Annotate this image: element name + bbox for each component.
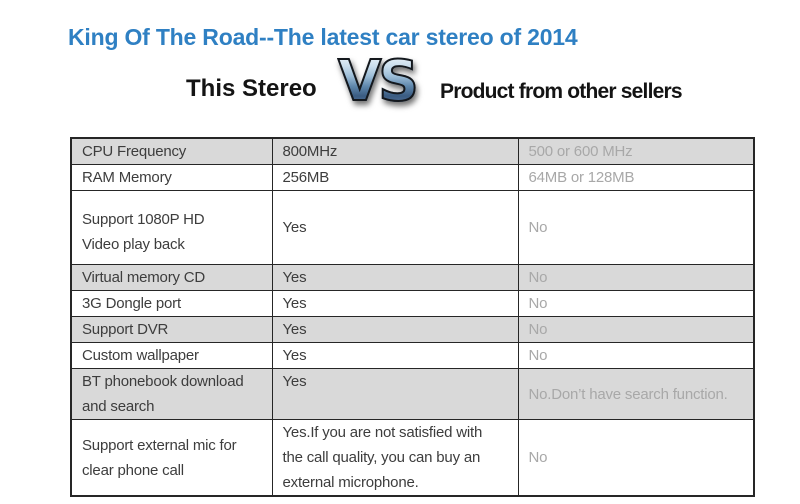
feature-cell: 3G Dongle port <box>70 290 273 317</box>
other-sellers-cell: No <box>517 190 755 265</box>
this-stereo-cell: 256MB <box>271 164 519 191</box>
feature-cell: Support DVR <box>70 316 273 343</box>
table-row: CPU Frequency 800MHz 500 or 600 MHz <box>70 137 755 165</box>
table-row: Support 1080P HD Video play back Yes No <box>70 190 755 265</box>
this-stereo-cell: Yes <box>271 316 519 343</box>
table-row: 3G Dongle port Yes No <box>70 290 755 317</box>
table-row: RAM Memory 256MB 64MB or 128MB <box>70 164 755 191</box>
table-row: Support DVR Yes No <box>70 316 755 343</box>
this-stereo-label: This Stereo <box>186 75 317 102</box>
table-row: Support external mic for clear phone cal… <box>70 419 755 497</box>
this-stereo-cell: Yes <box>271 368 519 420</box>
page-title: King Of The Road--The latest car stereo … <box>68 24 578 50</box>
other-sellers-cell: 64MB or 128MB <box>517 164 755 191</box>
other-sellers-label: Product from other sellers <box>440 80 683 103</box>
other-sellers-cell: No <box>517 264 755 291</box>
feature-cell: Custom wallpaper <box>70 342 273 369</box>
comparison-table: CPU Frequency 800MHz 500 or 600 MHz RAM … <box>70 137 755 497</box>
this-stereo-cell: Yes <box>271 290 519 317</box>
other-sellers-cell: 500 or 600 MHz <box>517 137 755 165</box>
table-row: BT phonebook download and search Yes No.… <box>70 368 755 420</box>
this-stereo-cell: Yes.If you are not satisfied with the ca… <box>271 419 519 497</box>
feature-cell: BT phonebook download and search <box>70 368 273 420</box>
this-stereo-cell: Yes <box>271 190 519 265</box>
this-stereo-cell: Yes <box>271 264 519 291</box>
feature-cell: Support 1080P HD Video play back <box>70 190 273 265</box>
feature-cell: CPU Frequency <box>70 137 273 165</box>
feature-cell: RAM Memory <box>70 164 273 191</box>
other-sellers-cell: No <box>517 342 755 369</box>
other-sellers-cell: No <box>517 419 755 497</box>
other-sellers-cell: No <box>517 290 755 317</box>
this-stereo-cell: 800MHz <box>271 137 519 165</box>
other-sellers-cell: No.Don’t have search function. <box>517 368 755 420</box>
this-stereo-cell: Yes <box>271 342 519 369</box>
feature-cell: Support external mic for clear phone cal… <box>70 419 273 497</box>
other-sellers-cell: No <box>517 316 755 343</box>
vs-icon: VS <box>337 49 420 114</box>
feature-cell: Virtual memory CD <box>70 264 273 291</box>
table-row: Custom wallpaper Yes No <box>70 342 755 369</box>
table-row: Virtual memory CD Yes No <box>70 264 755 291</box>
